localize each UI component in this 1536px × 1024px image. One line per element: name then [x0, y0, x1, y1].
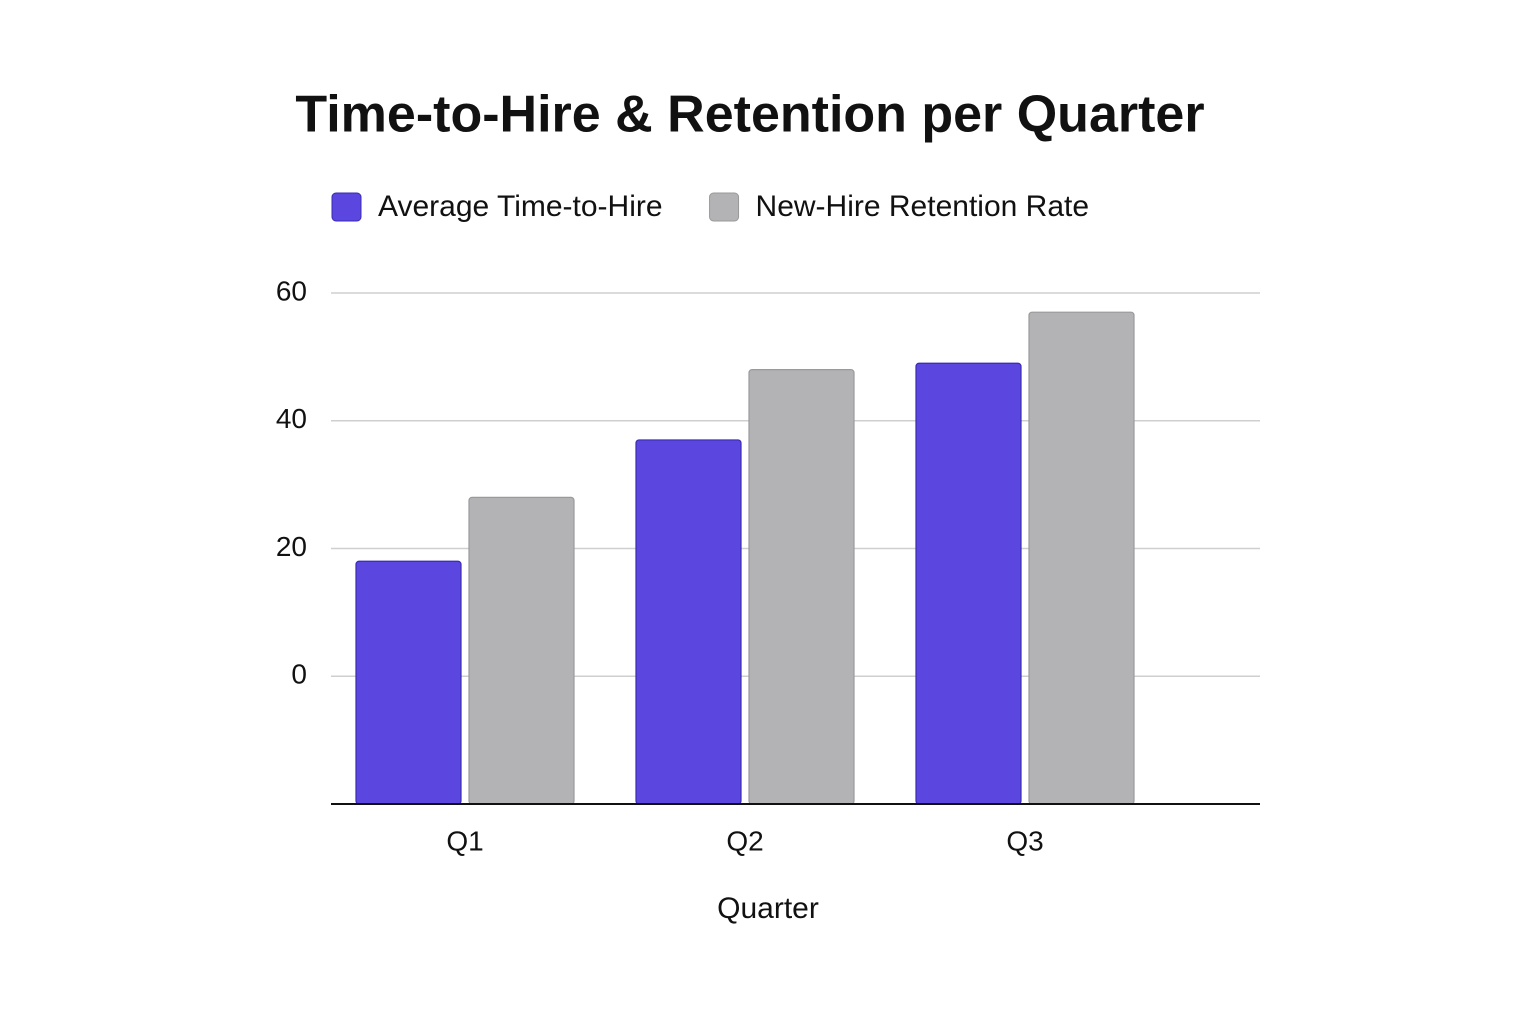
y-tick-label: 20	[276, 531, 307, 562]
legend-label: Average Time-to-Hire	[378, 190, 663, 223]
bar	[748, 369, 855, 805]
bar	[468, 496, 575, 805]
bar	[355, 560, 462, 805]
x-tick-label: Q2	[726, 825, 763, 856]
y-tick-label: 40	[276, 403, 307, 434]
x-tick-label: Q3	[1006, 825, 1043, 856]
chart-title: Time-to-Hire & Retention per Quarter	[295, 86, 1204, 144]
y-tick-label: 0	[291, 659, 307, 690]
bar	[915, 362, 1022, 805]
legend-swatch	[331, 192, 362, 222]
x-axis-title: Quarter	[717, 892, 819, 925]
legend-swatch	[709, 192, 740, 222]
y-tick-label: 60	[276, 275, 307, 306]
legend-label: New-Hire Retention Rate	[756, 190, 1089, 223]
bar	[635, 439, 742, 805]
bar	[1028, 311, 1135, 805]
x-tick-label: Q1	[446, 825, 483, 856]
